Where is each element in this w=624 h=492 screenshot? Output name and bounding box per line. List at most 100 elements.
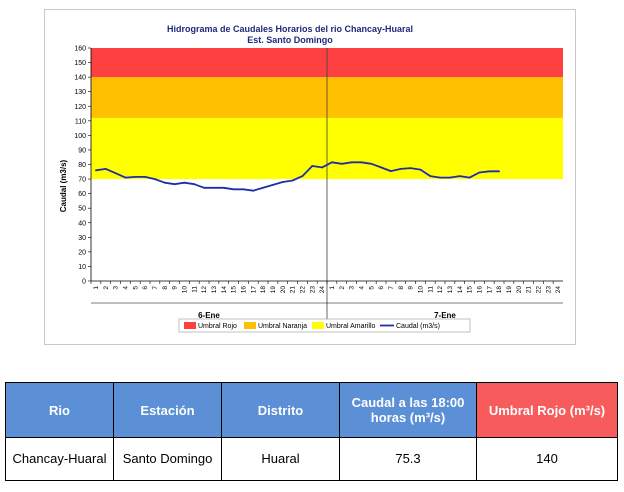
header-caudal: Caudal a las 18:00 horas (m³/s) xyxy=(339,382,477,438)
data-point xyxy=(173,183,176,186)
x-tick-label: 11 xyxy=(191,286,198,293)
y-tick-label: 60 xyxy=(78,191,86,198)
x-tick-label: 8 xyxy=(162,286,169,290)
x-tick-label: 3 xyxy=(349,286,356,290)
x-tick-label: 18 xyxy=(260,286,267,294)
x-tick-label: 4 xyxy=(122,286,129,290)
x-tick-label: 6 xyxy=(142,286,149,290)
y-tick-label: 130 xyxy=(74,89,86,96)
x-tick-label: 23 xyxy=(309,286,316,294)
x-tick-label: 13 xyxy=(447,286,454,294)
x-tick-label: 5 xyxy=(368,286,375,290)
y-tick-label: 0 xyxy=(82,279,86,286)
cell-distrito: Huaral xyxy=(221,437,340,481)
data-point xyxy=(232,188,235,191)
y-tick-label: 110 xyxy=(75,118,86,125)
legend-label: Umbral Naranja xyxy=(258,323,307,330)
data-point xyxy=(360,161,363,164)
x-tick-label: 22 xyxy=(535,286,542,294)
legend-label: Caudal (m3/s) xyxy=(396,323,440,330)
data-point xyxy=(419,168,422,171)
data-point xyxy=(390,170,392,172)
y-tick-label: 120 xyxy=(74,104,86,111)
y-tick-label: 160 xyxy=(74,46,86,53)
data-point xyxy=(262,186,264,189)
x-tick-label: 14 xyxy=(457,286,464,294)
data-point xyxy=(340,162,343,165)
series-line-caudal xyxy=(95,161,500,192)
y-tick-label: 140 xyxy=(74,75,86,82)
data-point xyxy=(429,175,432,178)
data-point xyxy=(468,176,471,179)
data-point xyxy=(163,181,166,184)
data-point xyxy=(399,167,402,170)
header-umbral-rojo: Umbral Rojo (m³/s) xyxy=(476,382,618,438)
y-tick-label: 20 xyxy=(78,249,86,256)
legend-swatch xyxy=(312,322,324,329)
data-point xyxy=(488,170,491,173)
x-tick-label: 17 xyxy=(250,286,257,294)
data-point xyxy=(134,175,137,178)
y-tick-label: 30 xyxy=(78,235,86,242)
data-point xyxy=(272,183,274,186)
data-point xyxy=(409,167,412,170)
cell-estacion: Santo Domingo xyxy=(113,437,222,481)
plot-area: 0102030405060708090100110120130140150160… xyxy=(74,46,563,333)
x-tick-label: 12 xyxy=(201,286,208,294)
data-point xyxy=(104,167,107,170)
y-tick-label: 150 xyxy=(74,60,86,67)
x-tick-label: 16 xyxy=(476,286,483,294)
x-tick-label: 20 xyxy=(516,286,523,294)
cell-caudal: 75.3 xyxy=(339,437,477,481)
station-table: Rio Estación Distrito Caudal a las 18:00… xyxy=(5,382,618,481)
x-tick-label: 19 xyxy=(270,286,277,294)
x-tick-label: 15 xyxy=(231,286,238,294)
data-point xyxy=(124,176,127,179)
header-distrito: Distrito xyxy=(221,382,340,438)
x-tick-label: 1 xyxy=(93,286,100,290)
data-point xyxy=(478,171,481,174)
x-tick-label: 7 xyxy=(152,286,159,290)
data-point xyxy=(144,175,146,178)
y-tick-label: 80 xyxy=(78,162,86,169)
y-tick-label: 50 xyxy=(78,206,86,213)
x-tick-label: 2 xyxy=(103,286,110,290)
x-tick-label: 17 xyxy=(486,286,493,294)
x-tick-label: 23 xyxy=(545,286,552,294)
data-point xyxy=(301,175,304,178)
legend-label: Umbral Amarillo xyxy=(326,323,376,330)
data-point xyxy=(193,183,196,186)
x-tick-label: 15 xyxy=(467,286,474,294)
data-point xyxy=(311,165,314,167)
x-tick-label: 7 xyxy=(388,286,395,290)
legend-label: Umbral Rojo xyxy=(198,323,237,330)
data-point xyxy=(114,172,117,175)
y-tick-label: 10 xyxy=(78,264,86,271)
x-tick-label: 9 xyxy=(408,286,415,290)
x-tick-label: 1 xyxy=(329,286,336,290)
data-point xyxy=(350,161,353,164)
cell-rio: Chancay-Huaral xyxy=(5,437,114,481)
chart-frame: Hidrograma de Caudales Horarios del rio … xyxy=(44,9,576,345)
x-tick-label: 24 xyxy=(319,286,326,294)
data-point xyxy=(449,176,451,179)
data-point xyxy=(331,161,333,164)
legend-swatch xyxy=(184,322,196,329)
x-tick-label: 12 xyxy=(437,286,444,294)
x-tick-label: 13 xyxy=(211,286,218,294)
x-tick-label: 21 xyxy=(290,286,297,294)
header-rio: Rio xyxy=(5,382,114,438)
x-tick-label: 8 xyxy=(398,286,405,290)
table-row: Chancay-Huaral Santo Domingo Huaral 75.3… xyxy=(5,437,618,481)
header-estacion: Estación xyxy=(113,382,222,438)
data-point xyxy=(203,186,205,189)
data-point xyxy=(213,186,215,189)
y-tick-label: 70 xyxy=(78,177,86,184)
x-tick-label: 2 xyxy=(339,286,346,290)
chart-title: Hidrograma de Caudales Horarios del rio … xyxy=(167,24,413,34)
x-tick-label: 14 xyxy=(221,286,228,294)
data-point xyxy=(498,170,500,173)
x-tick-label: 20 xyxy=(280,286,287,294)
legend-swatch xyxy=(244,322,256,329)
y-tick-label: 90 xyxy=(78,147,86,154)
